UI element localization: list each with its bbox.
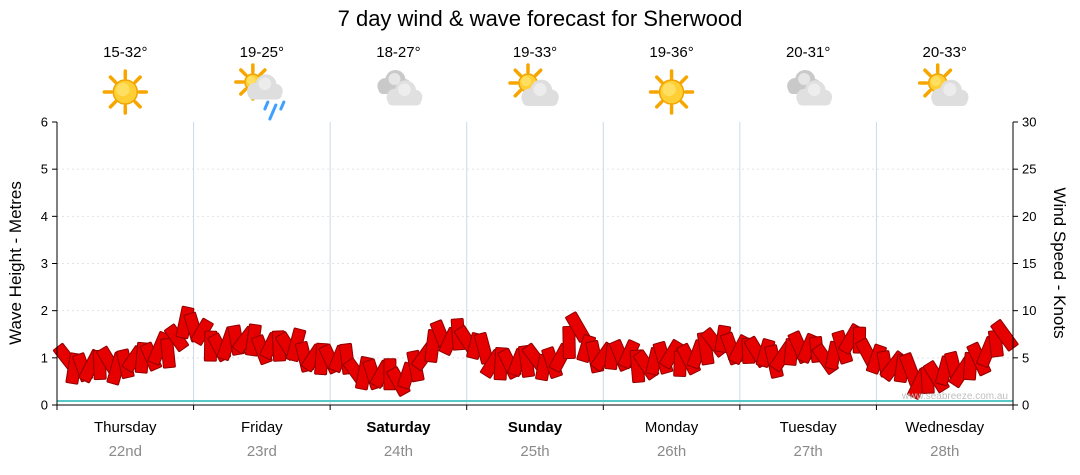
day-labels: Thursday 22nd Friday 23rd Saturday 24th Sunday… [94, 419, 985, 460]
right-tick-label: 5 [1022, 350, 1029, 365]
left-tick-label: 4 [41, 209, 48, 224]
weather-icon-sunny [102, 69, 149, 115]
day-date: 27th [794, 443, 823, 460]
right-tick-label: 30 [1022, 115, 1036, 130]
day-name: Thursday [94, 419, 157, 436]
weather-icon-cloudy [787, 70, 833, 106]
temp-range: 19-33° [513, 44, 557, 61]
temp-range: 19-25° [240, 44, 284, 61]
day-name: Friday [241, 419, 283, 436]
daily-summary-row: 15-32° 19-25° 18-27° 19-33° 19-36° 20-31° 20-3… [102, 44, 969, 121]
left-tick-label: 3 [41, 256, 48, 271]
temp-range: 18-27° [376, 44, 420, 61]
right-tick-label: 20 [1022, 209, 1036, 224]
watermark: www.seabreeze.com.au [901, 391, 1008, 402]
left-tick-label: 2 [41, 303, 48, 318]
right-tick-label: 25 [1022, 162, 1036, 177]
day-date: 26th [657, 443, 686, 460]
right-tick-label: 15 [1022, 256, 1036, 271]
page-title: 7 day wind & wave forecast for Sherwood [337, 6, 743, 31]
weather-icon-sunny [648, 69, 695, 115]
day-date: 28th [930, 443, 959, 460]
temp-range: 20-31° [786, 44, 830, 61]
left-tick-label: 1 [41, 350, 48, 365]
weather-icon-sun-cloud [917, 63, 969, 106]
day-date: 22nd [109, 443, 142, 460]
day-name: Monday [645, 419, 699, 436]
day-name: Sunday [508, 419, 563, 436]
temp-range: 20-33° [923, 44, 967, 61]
day-name: Saturday [366, 419, 431, 436]
day-name: Wednesday [905, 419, 984, 436]
right-tick-label: 0 [1022, 398, 1029, 413]
temp-range: 19-36° [649, 44, 693, 61]
weather-icon-sun-cloud [508, 63, 559, 106]
day-date: 24th [384, 443, 413, 460]
grid-lines [57, 122, 1013, 405]
temp-range: 15-32° [103, 44, 147, 61]
day-date: 25th [520, 443, 549, 460]
weather-icon-sun-rain [234, 63, 286, 121]
weather-icon-cloudy [377, 70, 423, 106]
axes: 0 1 2 3 4 5 6 0 5 10 15 20 25 30 [41, 115, 1037, 413]
left-tick-label: 0 [41, 398, 48, 413]
day-date: 23rd [247, 443, 277, 460]
right-tick-label: 10 [1022, 303, 1036, 318]
day-name: Tuesday [780, 419, 837, 436]
left-tick-label: 6 [41, 115, 48, 130]
left-tick-label: 5 [41, 162, 48, 177]
wave-wind-flags [52, 305, 1019, 400]
chart-layers: 0 1 2 3 4 5 6 0 5 10 15 20 25 30 Thursday 22nd Friday 23r… [41, 44, 1037, 460]
